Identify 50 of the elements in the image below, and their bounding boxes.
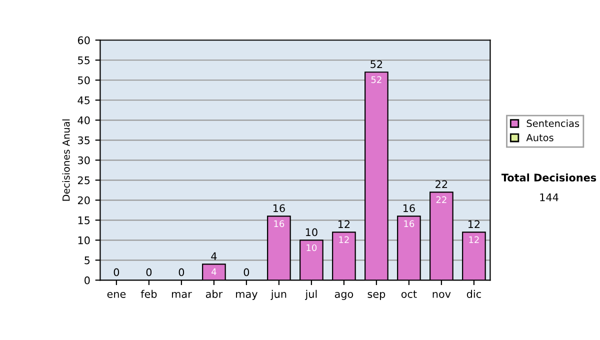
total-label: 12 — [338, 220, 350, 228]
total-label: 16 — [273, 204, 285, 212]
y-tick-label: 5 — [84, 256, 90, 264]
y-tick-label: 10 — [78, 236, 90, 244]
total-label: 0 — [114, 268, 120, 276]
x-tick-label: dic — [466, 290, 481, 298]
data-label: 4 — [212, 268, 216, 276]
y-tick-label: 50 — [78, 76, 90, 84]
y-axis-title: Decisiones Anual — [62, 119, 70, 201]
x-tick-label: jun — [270, 290, 286, 300]
text: 144 — [540, 194, 558, 202]
legend-label: Sentencias — [526, 119, 580, 128]
x-tick-label: abr — [206, 290, 223, 298]
x-tick-label: jul — [305, 290, 317, 300]
y-tick-label: 15 — [78, 216, 90, 224]
text: Total Decisiones — [501, 173, 596, 182]
total-label: 16 — [403, 204, 415, 212]
x-tick-label: feb — [140, 290, 157, 298]
data-label: 52 — [371, 76, 382, 84]
data-label: 10 — [306, 244, 317, 252]
total-label: 12 — [468, 220, 480, 228]
y-tick-label: 55 — [78, 56, 90, 64]
x-tick-label: ago — [334, 292, 354, 300]
y-tick-label: 30 — [78, 156, 90, 164]
y-tick-label: 20 — [78, 196, 90, 204]
data-label: 12 — [339, 236, 349, 244]
y-tick-label: 40 — [78, 116, 90, 124]
total-label: 0 — [244, 268, 250, 276]
total-label: 0 — [178, 268, 184, 276]
y-tick-label: 45 — [78, 96, 90, 104]
y-tick-label: 25 — [78, 176, 90, 184]
y-tick-label: 60 — [78, 36, 90, 44]
x-tick-label: sep — [368, 292, 386, 300]
x-tick-label: nov — [432, 292, 451, 298]
y-tick-label: 35 — [78, 136, 90, 144]
data-label: 16 — [404, 220, 414, 228]
x-tick-label: mar — [172, 292, 192, 298]
total-label: 0 — [146, 268, 152, 276]
data-label: 16 — [274, 220, 284, 228]
legend-label: Autos — [526, 134, 554, 142]
total-label: 52 — [370, 60, 382, 68]
x-tick-label: may — [236, 292, 258, 300]
x-tick-label: oct — [401, 290, 417, 298]
x-tick-label: ene — [107, 292, 126, 298]
total-label: 10 — [306, 228, 318, 236]
data-label: 12 — [469, 236, 479, 244]
total-label: 4 — [211, 252, 217, 260]
data-label: 22 — [436, 196, 446, 204]
y-tick-label: 0 — [84, 276, 90, 284]
total-label: 22 — [436, 180, 448, 188]
